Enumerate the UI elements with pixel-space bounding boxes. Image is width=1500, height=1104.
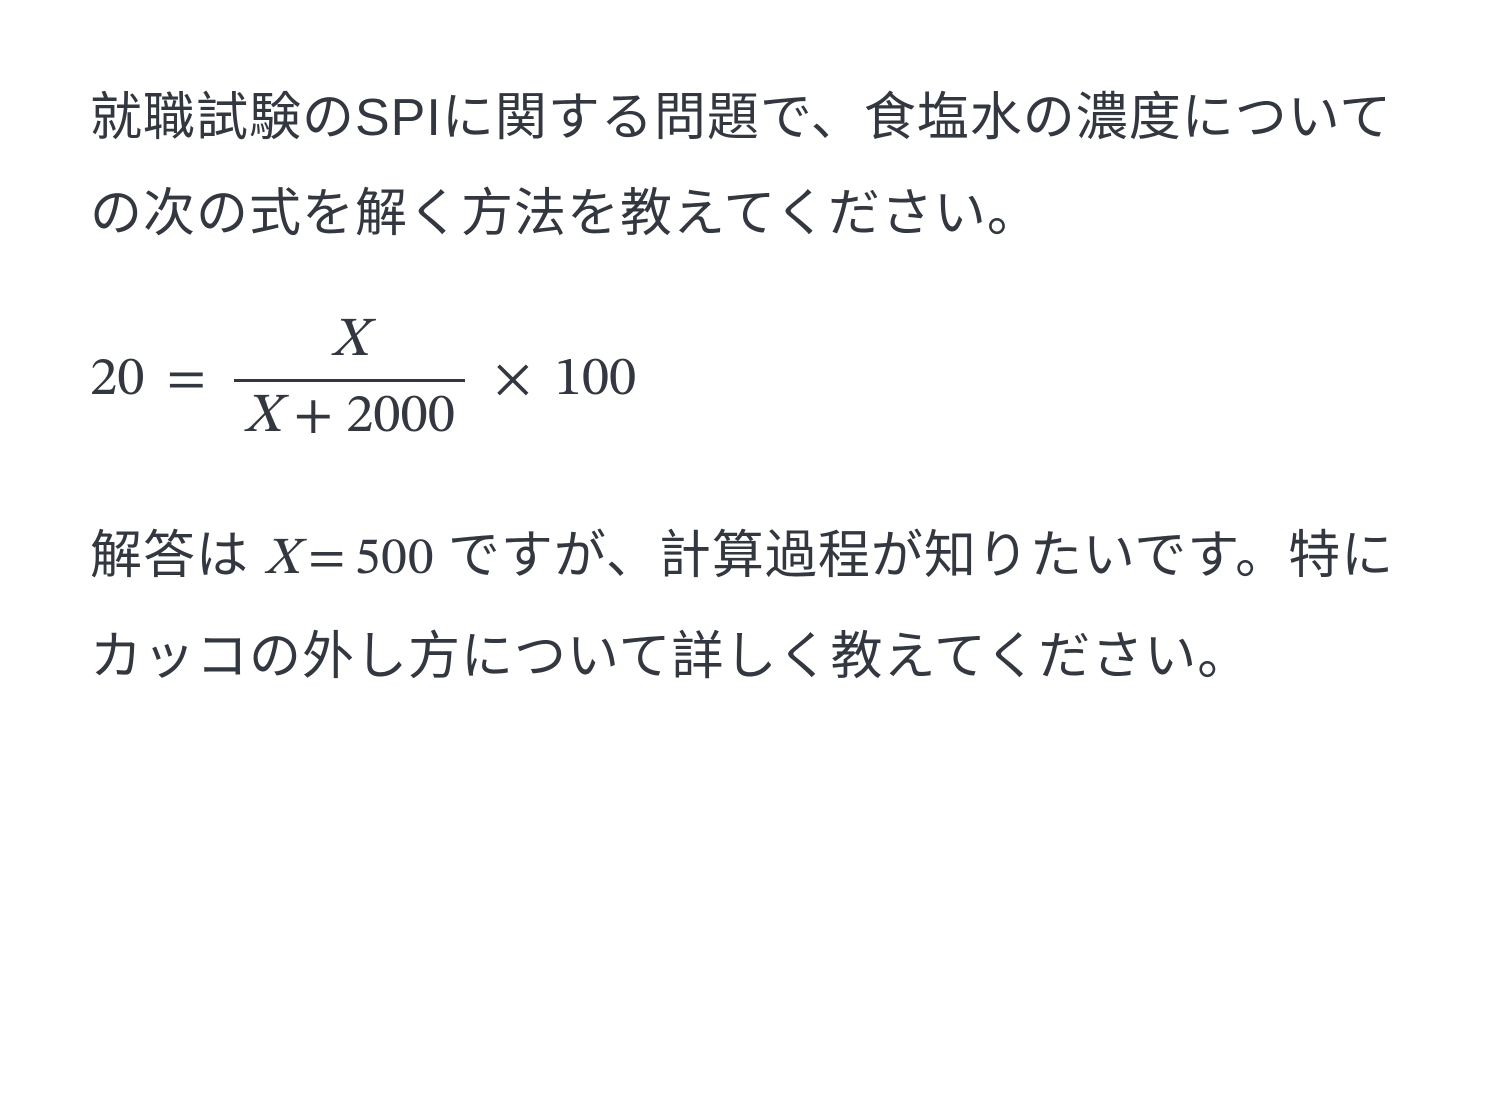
document-page: 就職試験のSPIに関する問題で、食塩水の濃度についての次の式を解く方法を教えてく… — [0, 0, 1500, 765]
answer-pre-text: 解答は — [90, 527, 264, 585]
numerator-variable-x: X — [331, 314, 368, 369]
paragraph-question-intro: 就職試験のSPIに関する問題で、食塩水の濃度についての次の式を解く方法を教えてく… — [90, 70, 1410, 262]
denominator-variable-x: X — [244, 390, 281, 445]
denominator-constant: 2000 — [346, 390, 455, 445]
fraction-denominator: X + 2000 — [234, 379, 465, 449]
equation-rhs: 100 — [555, 346, 637, 415]
inline-equals: = — [300, 534, 354, 586]
equation-fraction: X X + 2000 — [228, 312, 471, 448]
inline-variable-x: X — [264, 534, 300, 586]
denominator-op: + — [294, 390, 334, 445]
equation-multiply: × — [487, 346, 539, 415]
equation-lhs: 20 — [90, 346, 144, 415]
paragraph-answer-request: 解答は X=500 ですが、計算過程が知りたいです。特にカッコの外し方について詳… — [90, 508, 1410, 704]
equation-equals: = — [160, 346, 212, 415]
equation-display: 20 = X X + 2000 × 100 — [90, 312, 1410, 448]
fraction-numerator: X — [321, 312, 378, 379]
inline-value-500: 500 — [354, 534, 434, 586]
inline-math-x-equals-500: X=500 — [264, 534, 447, 586]
